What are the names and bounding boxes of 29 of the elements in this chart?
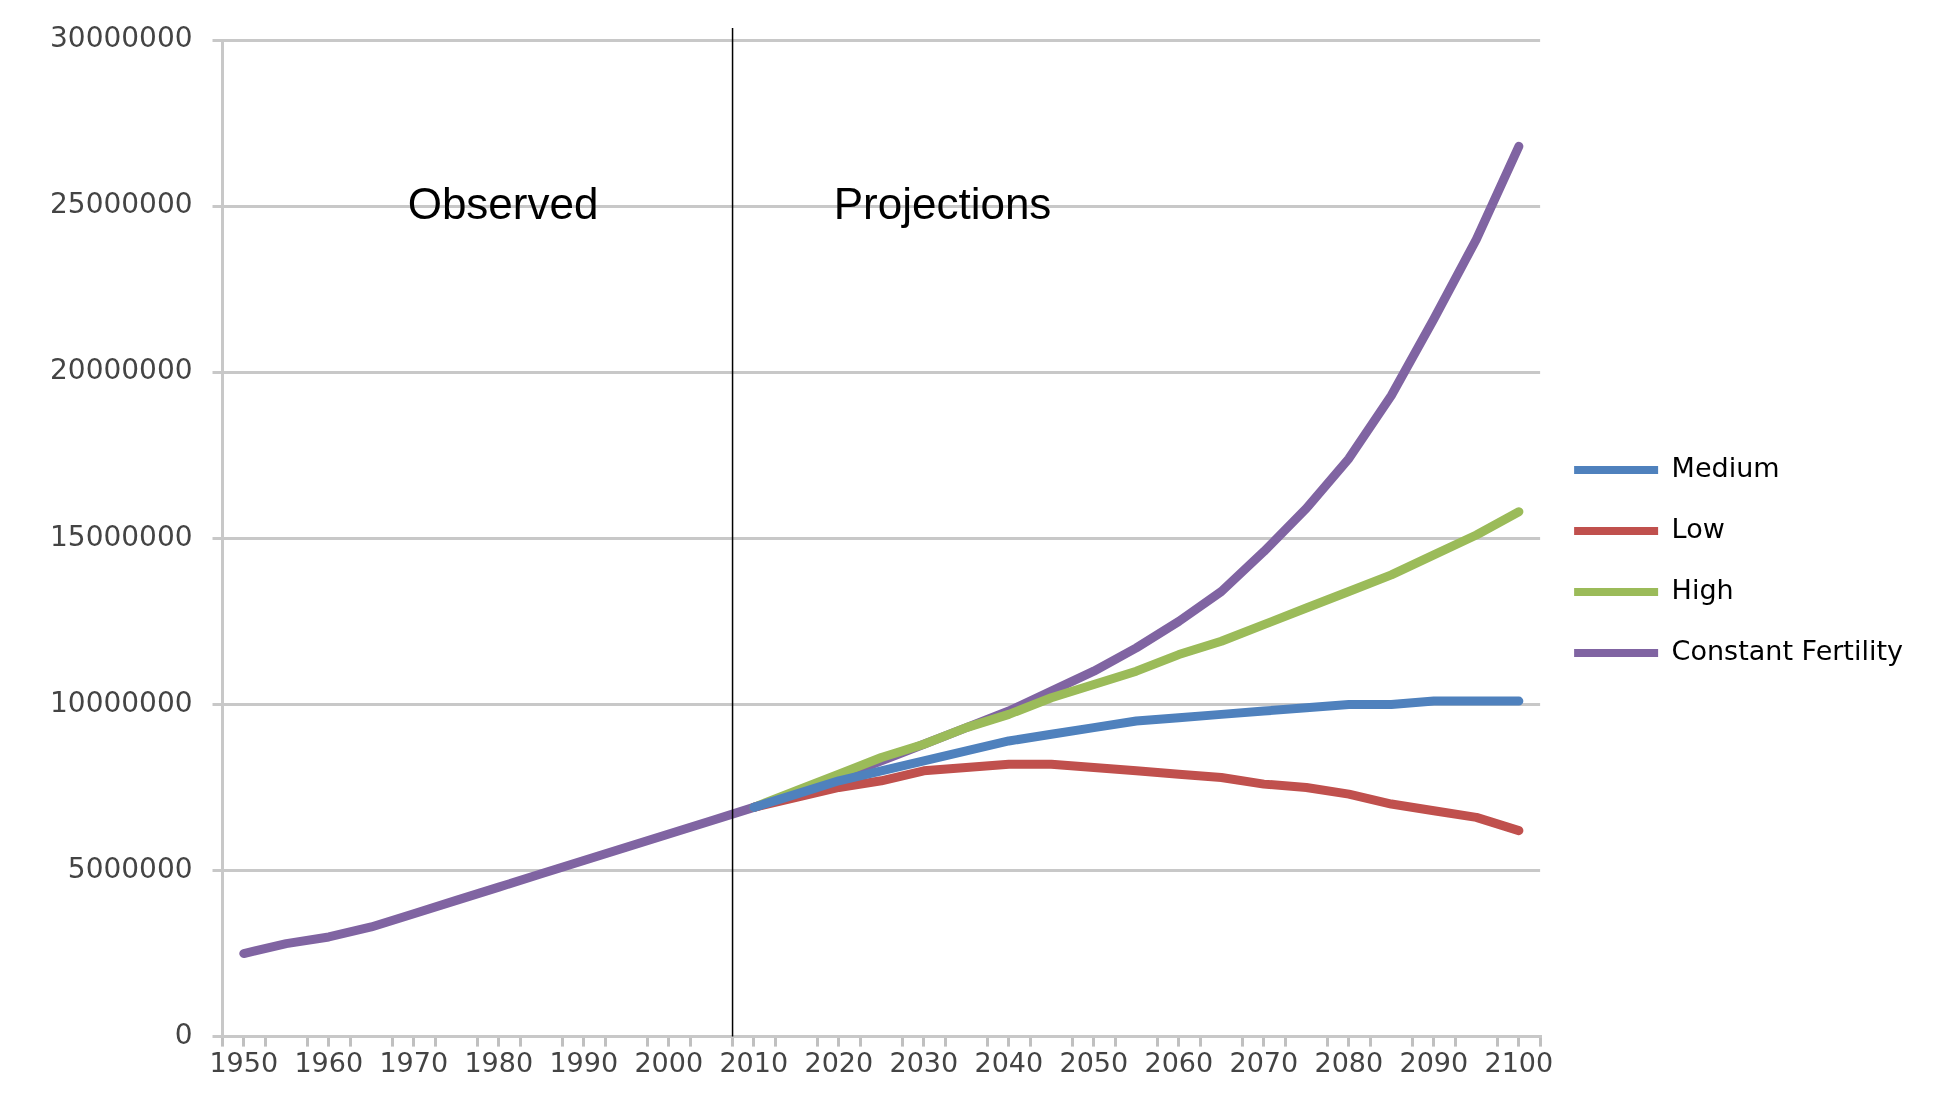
y-tick-label: 10000000 xyxy=(50,685,193,719)
x-tick-label: 2060 xyxy=(1144,1046,1214,1078)
x-tick-label: 2080 xyxy=(1314,1046,1384,1078)
x-tick-label: 1950 xyxy=(209,1046,279,1078)
y-tick-label: 25000000 xyxy=(50,187,193,221)
x-tick-label: 2090 xyxy=(1399,1046,1469,1078)
x-tick-label: 2070 xyxy=(1229,1046,1299,1078)
x-tick-label: 1970 xyxy=(379,1046,449,1078)
y-tick-label: 5000000 xyxy=(67,851,193,885)
legend-label: Medium xyxy=(1671,452,1780,484)
annotation: Projections xyxy=(833,178,1052,228)
x-tick-label: 2040 xyxy=(974,1046,1044,1078)
legend-label: Low xyxy=(1671,513,1725,545)
x-tick-label: 1980 xyxy=(464,1046,534,1078)
x-tick-label: 1990 xyxy=(549,1046,619,1078)
legend-label: High xyxy=(1671,574,1734,606)
annotation: Observed xyxy=(407,178,599,228)
y-tick-label: 0 xyxy=(174,1017,193,1051)
x-tick-label: 2010 xyxy=(719,1046,789,1078)
y-tick-label: 15000000 xyxy=(50,519,193,553)
legend-label: Constant Fertility xyxy=(1671,635,1904,667)
x-tick-label: 2100 xyxy=(1484,1046,1554,1078)
x-tick-label: 2020 xyxy=(804,1046,874,1078)
x-tick-label: 2000 xyxy=(634,1046,704,1078)
x-tick-label: 2030 xyxy=(889,1046,959,1078)
x-tick-label: 2050 xyxy=(1059,1046,1129,1078)
y-tick-label: 30000000 xyxy=(50,21,193,55)
x-tick-label: 1960 xyxy=(294,1046,364,1078)
y-tick-label: 20000000 xyxy=(50,353,193,387)
